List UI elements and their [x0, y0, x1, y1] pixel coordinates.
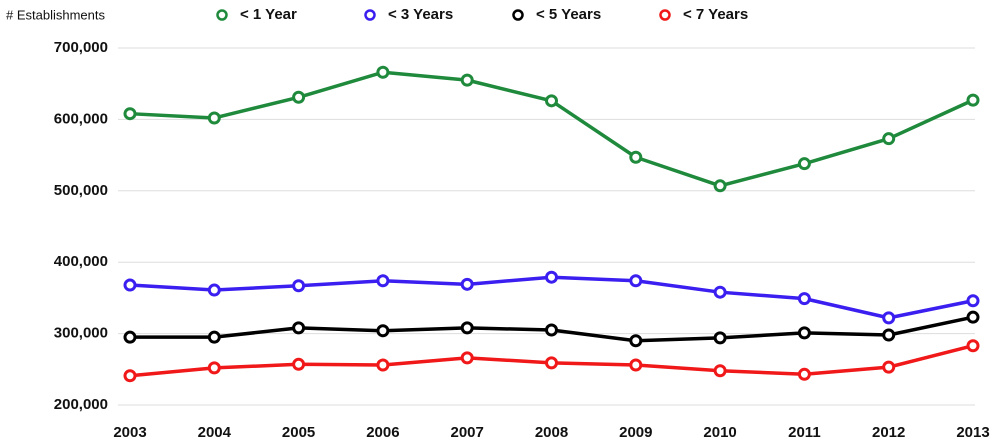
- data-point: [123, 330, 137, 344]
- legend-label: < 5 Years: [536, 6, 601, 23]
- x-tick-label: 2013: [956, 424, 989, 441]
- data-point: [460, 351, 474, 365]
- data-point: [882, 360, 896, 374]
- data-point: [797, 367, 811, 381]
- data-point: [207, 330, 221, 344]
- data-point: [460, 321, 474, 335]
- data-point: [882, 132, 896, 146]
- y-tick-label: 300,000: [54, 325, 108, 342]
- data-point: [797, 157, 811, 171]
- x-tick-label: 2003: [113, 424, 146, 441]
- data-point: [966, 310, 980, 324]
- data-point: [376, 324, 390, 338]
- legend-label: < 1 Year: [240, 6, 297, 23]
- data-point: [629, 334, 643, 348]
- y-tick-label: 200,000: [54, 396, 108, 413]
- data-point: [292, 357, 306, 371]
- data-point: [545, 356, 558, 370]
- data-point: [882, 328, 896, 342]
- data-point: [713, 285, 727, 299]
- data-point: [123, 369, 137, 383]
- x-tick-label: 2012: [872, 424, 905, 441]
- x-tick-label: 2009: [619, 424, 652, 441]
- legend-marker: [364, 9, 376, 21]
- data-point: [629, 358, 643, 372]
- x-tick-label: 2010: [703, 424, 736, 441]
- legend-marker: [659, 9, 671, 21]
- data-point: [545, 94, 558, 108]
- x-tick-label: 2006: [366, 424, 399, 441]
- x-tick-label: 2005: [282, 424, 315, 441]
- data-point: [797, 292, 811, 306]
- data-point: [123, 107, 137, 121]
- y-tick-label: 600,000: [54, 110, 108, 127]
- legend-marker: [216, 9, 228, 21]
- legend-marker: [512, 9, 524, 21]
- data-point: [376, 358, 390, 372]
- y-tick-label: 700,000: [54, 39, 108, 56]
- legend-label: < 3 Years: [388, 6, 453, 23]
- data-point: [629, 150, 643, 164]
- data-point: [207, 361, 221, 375]
- data-point: [713, 179, 727, 193]
- data-point: [460, 277, 474, 291]
- legend-label: < 7 Years: [683, 6, 748, 23]
- data-point: [966, 93, 980, 107]
- data-point: [376, 274, 390, 288]
- data-point: [966, 339, 980, 353]
- data-point: [460, 73, 474, 87]
- y-tick-label: 500,000: [54, 182, 108, 199]
- data-point: [545, 270, 558, 284]
- y-axis-label: # Establishments: [6, 7, 105, 22]
- data-point: [629, 274, 643, 288]
- data-point: [376, 65, 390, 79]
- data-point: [545, 323, 558, 337]
- x-tick-label: 2004: [198, 424, 232, 441]
- data-point: [292, 90, 306, 104]
- data-point: [966, 294, 980, 308]
- data-point: [207, 111, 221, 125]
- y-tick-label: 400,000: [54, 253, 108, 270]
- data-point: [713, 364, 727, 378]
- data-point: [207, 283, 221, 297]
- x-tick-label: 2011: [788, 424, 821, 441]
- x-tick-label: 2008: [535, 424, 568, 441]
- data-point: [882, 311, 896, 325]
- series-line: [129, 70, 974, 188]
- data-point: [292, 279, 306, 293]
- x-tick-label: 2007: [451, 424, 484, 441]
- data-point: [713, 331, 727, 345]
- data-point: [292, 321, 306, 335]
- data-point: [123, 278, 137, 292]
- data-point: [797, 326, 811, 340]
